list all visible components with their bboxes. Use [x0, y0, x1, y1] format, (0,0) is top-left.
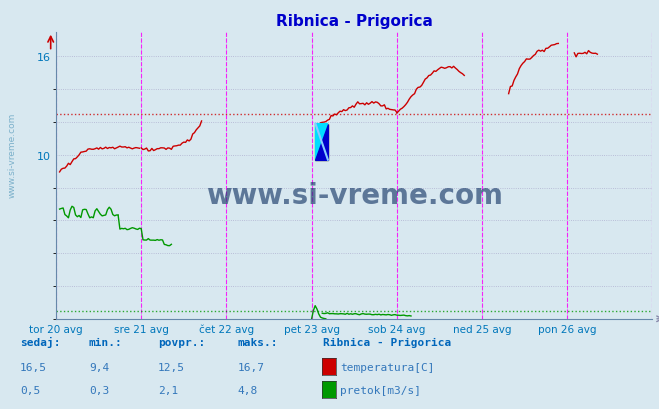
Text: maks.:: maks.:	[237, 337, 277, 348]
Text: www.si-vreme.com: www.si-vreme.com	[206, 182, 503, 210]
Text: 12,5: 12,5	[158, 362, 185, 372]
Polygon shape	[316, 124, 328, 160]
Text: 16,5: 16,5	[20, 362, 47, 372]
Text: 9,4: 9,4	[89, 362, 109, 372]
Text: 4,8: 4,8	[237, 384, 258, 395]
Text: pretok[m3/s]: pretok[m3/s]	[340, 384, 421, 395]
Text: 0,3: 0,3	[89, 384, 109, 395]
Text: 2,1: 2,1	[158, 384, 179, 395]
Title: Ribnica - Prigorica: Ribnica - Prigorica	[275, 14, 433, 29]
Text: povpr.:: povpr.:	[158, 337, 206, 348]
Text: temperatura[C]: temperatura[C]	[340, 362, 434, 372]
Text: sedaj:: sedaj:	[20, 337, 60, 348]
Text: Ribnica - Prigorica: Ribnica - Prigorica	[323, 337, 451, 348]
Polygon shape	[316, 124, 328, 160]
Text: www.si-vreme.com: www.si-vreme.com	[8, 113, 17, 198]
Text: 0,5: 0,5	[20, 384, 40, 395]
Text: min.:: min.:	[89, 337, 123, 348]
Text: 16,7: 16,7	[237, 362, 264, 372]
Bar	[316, 124, 328, 160]
